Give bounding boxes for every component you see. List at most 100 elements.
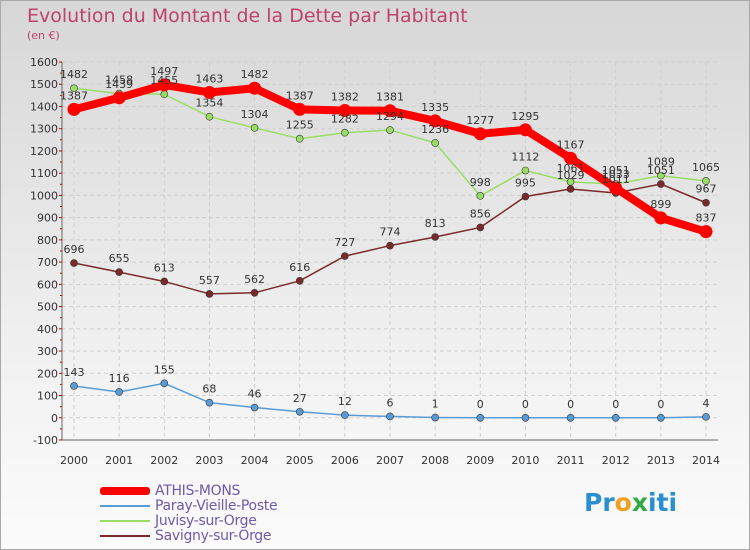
- data-label: 899: [650, 198, 671, 211]
- data-label: 1236: [421, 123, 449, 136]
- data-label: 1335: [421, 101, 449, 114]
- data-label: 995: [515, 177, 536, 190]
- data-label: 1458: [105, 74, 133, 87]
- data-label: 0: [612, 398, 619, 411]
- data-point-main: [202, 85, 216, 99]
- x-tick-label: 2003: [195, 454, 223, 467]
- x-tick-label: 2007: [376, 454, 404, 467]
- y-tick-label: 1300: [30, 123, 58, 136]
- y-tick-label: 1400: [30, 100, 58, 113]
- y-tick-label: 0: [51, 412, 58, 425]
- data-point-main: [609, 181, 623, 195]
- data-label: 1029: [557, 169, 585, 182]
- data-point: [521, 192, 530, 201]
- data-label: 1255: [286, 119, 314, 132]
- legend-label: Savigny-sur-Orge: [155, 528, 272, 544]
- y-tick-label: 100: [37, 390, 58, 403]
- data-label: 998: [470, 176, 491, 189]
- data-point-main: [248, 81, 262, 95]
- proxiti-logo: Proxiti: [584, 488, 678, 517]
- data-label: 1051: [602, 164, 630, 177]
- data-point: [70, 84, 78, 93]
- data-point: [657, 180, 665, 188]
- y-tick-label: 1200: [30, 145, 58, 158]
- data-label: 655: [109, 252, 130, 265]
- data-label: 1061: [557, 162, 585, 175]
- data-label: 696: [64, 243, 85, 256]
- data-label: 1387: [286, 89, 314, 102]
- x-tick-label: 2001: [105, 454, 133, 467]
- data-label: 856: [470, 207, 491, 220]
- data-point: [341, 252, 349, 260]
- data-label: 562: [244, 273, 265, 286]
- data-point-main: [383, 104, 397, 118]
- data-point-main: [699, 225, 713, 239]
- data-point-main: [112, 91, 126, 105]
- data-label: 813: [425, 217, 446, 230]
- data-point: [521, 166, 530, 175]
- data-label: 1033: [602, 168, 630, 181]
- data-label: 616: [289, 261, 310, 274]
- data-label: 1354: [195, 97, 223, 110]
- data-point: [431, 139, 439, 147]
- data-label: 1282: [331, 113, 359, 126]
- legend-swatch: [100, 505, 150, 507]
- data-point: [431, 413, 439, 422]
- data-label: 155: [154, 363, 175, 376]
- legend-swatch: [100, 520, 150, 522]
- data-point-main: [293, 102, 307, 116]
- y-tick-label: 1500: [30, 78, 58, 91]
- data-label: 837: [696, 212, 717, 225]
- data-point: [341, 128, 349, 137]
- legend-label: ATHIS-MONS: [155, 483, 241, 499]
- legend-swatch: [100, 535, 150, 537]
- y-tick-label: 1600: [30, 56, 58, 69]
- data-point: [160, 90, 169, 99]
- data-point: [115, 268, 123, 276]
- data-label: 143: [64, 366, 85, 379]
- series-lines: [67, 78, 713, 422]
- data-point-main: [654, 211, 668, 225]
- data-point: [341, 411, 349, 419]
- data-point: [250, 403, 259, 412]
- data-label: 116: [109, 372, 130, 385]
- legend-label: Juvisy-sur-Orge: [155, 513, 257, 529]
- data-point-main: [157, 78, 171, 92]
- y-tick-label: 800: [37, 234, 58, 247]
- data-label: 0: [567, 398, 574, 411]
- data-label: 0: [477, 398, 484, 411]
- x-tick-label: 2014: [692, 454, 720, 467]
- data-point-main: [67, 102, 81, 116]
- data-label: 1304: [241, 108, 269, 121]
- data-label: 0: [522, 398, 529, 411]
- data-point: [160, 379, 169, 388]
- data-point-main: [338, 103, 352, 117]
- y-tick-label: 700: [37, 256, 58, 269]
- data-point: [566, 178, 575, 186]
- data-point: [295, 407, 304, 416]
- data-point: [476, 192, 485, 200]
- chart-subtitle: (en €): [27, 29, 60, 42]
- data-point: [657, 171, 665, 180]
- data-label: 1167: [557, 138, 585, 151]
- data-label: 967: [696, 183, 717, 196]
- data-point: [476, 223, 485, 232]
- data-labels: 143 116 155 68 46 27 12 6 1 0 0 0 0 0 4 696 655 613 557 562…: [60, 65, 720, 411]
- legend-label: Paray-Vieille-Poste: [155, 498, 278, 514]
- data-label: 1: [432, 398, 439, 411]
- data-point: [295, 276, 304, 285]
- data-point: [386, 126, 394, 134]
- data-label: 1497: [150, 65, 178, 78]
- data-point: [250, 124, 259, 132]
- data-point: [70, 382, 78, 390]
- data-label: 557: [199, 274, 220, 287]
- y-tick-label: 1100: [30, 167, 58, 180]
- data-point: [702, 198, 710, 207]
- data-label: 727: [334, 236, 355, 249]
- data-label: 1387: [60, 89, 88, 102]
- data-label: 1439: [105, 78, 133, 91]
- x-tick-label: 2000: [60, 454, 88, 467]
- data-label: 1051: [647, 164, 675, 177]
- y-tick-label: 1000: [30, 189, 58, 202]
